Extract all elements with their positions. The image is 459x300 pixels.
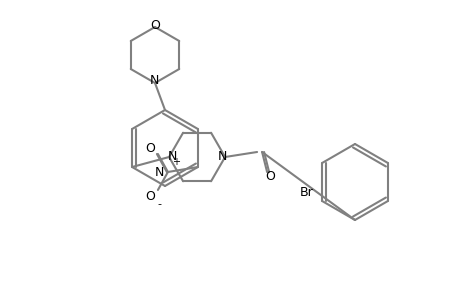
Text: N: N [217,149,226,163]
Text: O: O [145,142,155,154]
Text: Br: Br [299,187,313,200]
Text: N: N [167,149,176,163]
Text: O: O [150,19,160,32]
Text: N: N [149,74,158,86]
Text: O: O [145,190,155,202]
Text: +: + [172,157,179,167]
Text: O: O [264,170,274,184]
Text: -: - [157,199,162,209]
Text: N: N [155,166,164,178]
